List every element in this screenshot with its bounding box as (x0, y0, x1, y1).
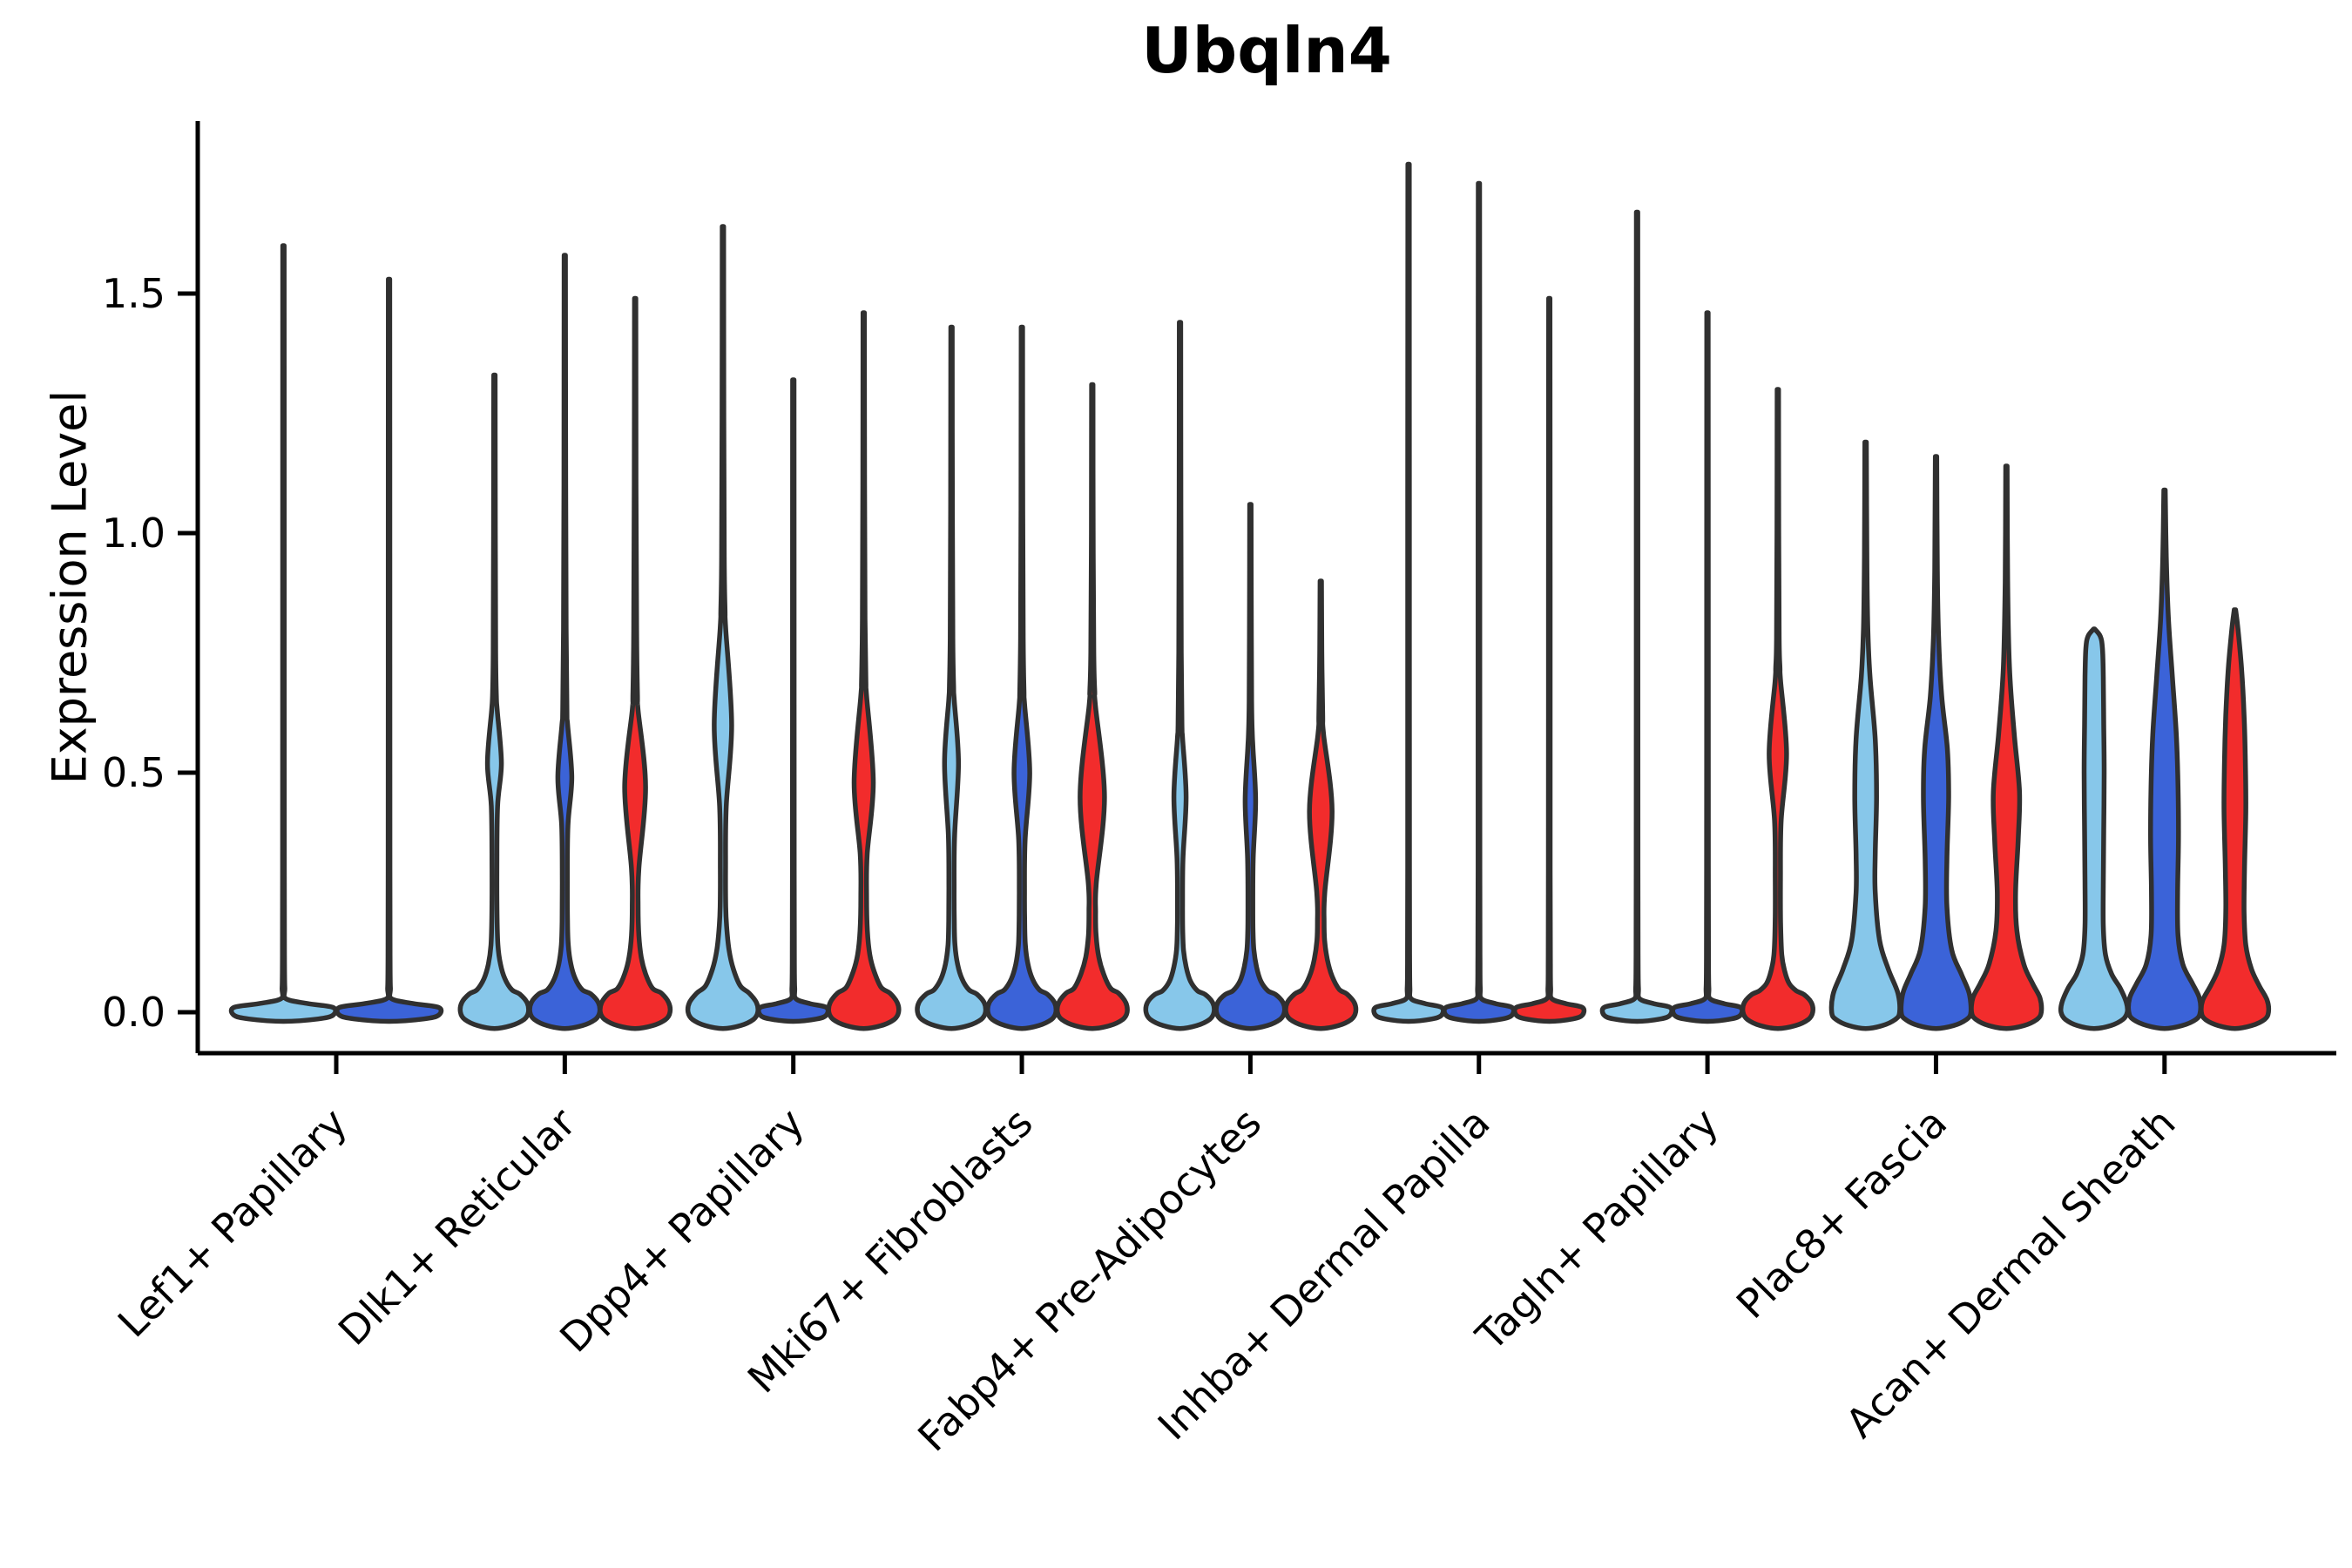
violin-7-darkblue (1670, 310, 1745, 1024)
violin-7-lightblue (1599, 209, 1674, 1024)
violin-3-red (826, 310, 902, 1031)
x-tick-label: Dlk1+ Reticular (329, 1099, 585, 1355)
violin-3-darkblue (756, 377, 831, 1024)
violin-6-lightblue (1371, 161, 1446, 1024)
violin-5-darkblue (1213, 502, 1288, 1031)
violin-8-darkblue (1898, 454, 1974, 1031)
violin-1-darkblue (335, 276, 444, 1024)
y-tick-label: 1.0 (102, 510, 166, 557)
violin-2-lightblue (457, 372, 531, 1031)
violin-9-red (2199, 607, 2272, 1031)
violin-9-darkblue (2126, 487, 2203, 1031)
violin-6-red (1511, 295, 1587, 1024)
violin-2-red (598, 295, 673, 1031)
y-tick-label: 0.5 (102, 749, 166, 796)
violin-4-darkblue (985, 324, 1059, 1031)
y-tick-label: 1.5 (102, 270, 166, 317)
chart-title: Ubqln4 (1141, 14, 1392, 87)
violin-8-lightblue (1828, 439, 1903, 1031)
x-tick-label: Lef1+ Papillary (109, 1099, 356, 1347)
violin-5-lightblue (1143, 320, 1217, 1031)
y-tick-label: 0.0 (102, 989, 166, 1036)
violin-5-red (1283, 578, 1359, 1031)
violin-8-red (1969, 463, 2044, 1031)
x-tick-label: Tagln+ Papillary (1466, 1099, 1727, 1361)
violin-4-red (1054, 382, 1130, 1031)
violin-9-lightblue (2058, 626, 2131, 1031)
x-tick-label: Dpp4+ Papillary (551, 1099, 813, 1362)
violin-6-darkblue (1442, 180, 1517, 1024)
violin-3-lightblue (685, 224, 760, 1031)
violin-1-lightblue (228, 243, 338, 1024)
violin-2-darkblue (527, 253, 603, 1031)
violin-7-red (1740, 387, 1815, 1031)
violin-4-lightblue (915, 324, 989, 1031)
x-tick-label: Plac8+ Fascia (1727, 1099, 1956, 1328)
